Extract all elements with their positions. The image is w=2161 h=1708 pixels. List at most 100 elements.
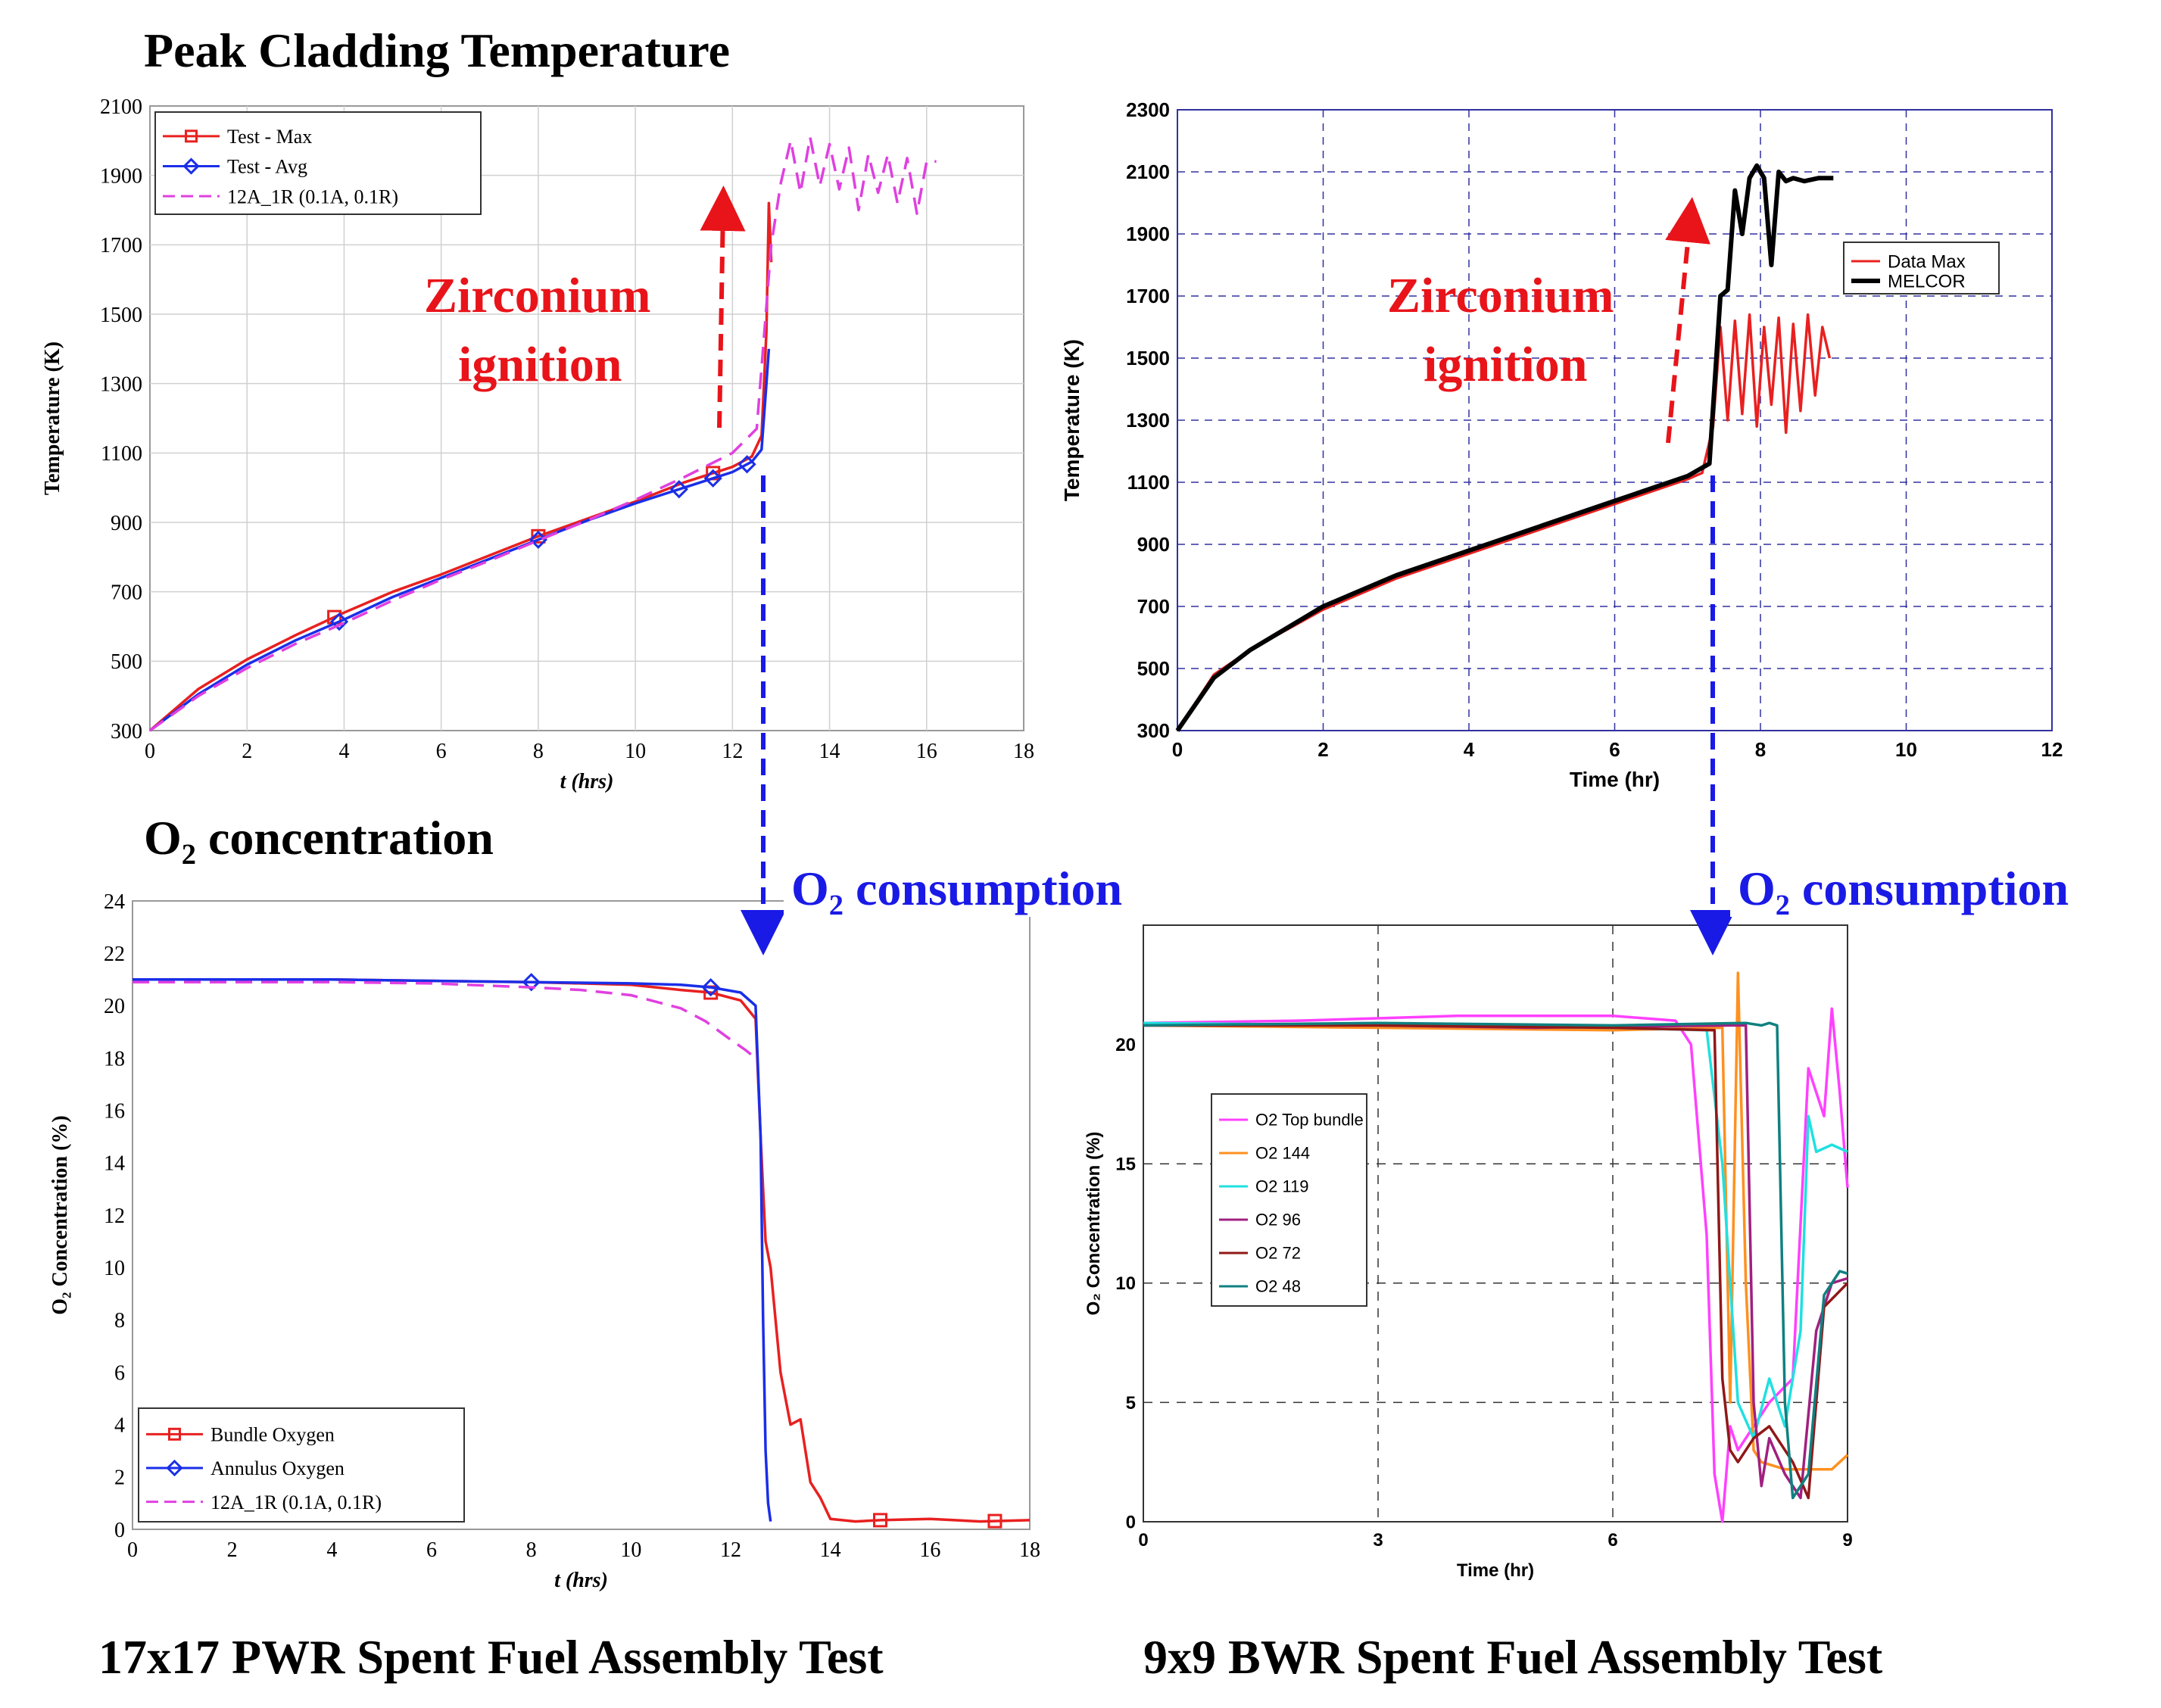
x-tick-label: 4 <box>1464 738 1475 761</box>
consumption-label-bg-left <box>784 859 1200 917</box>
x-tick-label: 4 <box>326 1538 337 1562</box>
caption-bwr: 9x9 BWR Spent Fuel Assembly Test <box>1143 1630 1883 1684</box>
caption-pwr: 17x17 PWR Spent Fuel Assembly Test <box>98 1630 884 1684</box>
series-line-1 <box>133 978 1031 1523</box>
consumption-label-bg-right <box>1730 859 2154 917</box>
x-axis-label: Time (hr) <box>1457 1560 1534 1581</box>
legend-label: Data Max <box>1888 251 1966 272</box>
y-tick-label: 700 <box>1137 595 1170 618</box>
ignition-arrow-left <box>700 185 746 429</box>
y-tick-label: 1700 <box>100 234 142 257</box>
y-tick-label: 900 <box>111 512 142 535</box>
x-axis-label: t (hrs) <box>554 1569 608 1592</box>
y-axis-label: Temperature (K) <box>41 341 64 495</box>
y-tick-label: 0 <box>1126 1512 1136 1532</box>
x-tick-label: 6 <box>1607 1530 1617 1551</box>
series-line-3 <box>133 980 756 1059</box>
y-tick-label: 2100 <box>1126 161 1170 183</box>
y-tick-label: 4 <box>114 1413 125 1437</box>
y-tick-label: 500 <box>111 650 142 674</box>
x-tick-label: 2 <box>227 1538 238 1562</box>
series-line-2 <box>148 348 771 732</box>
series-line-1 <box>1143 1007 1849 1523</box>
y-tick-label: 12 <box>104 1205 125 1228</box>
legend-label: O2 Top bundle <box>1255 1111 1364 1130</box>
series-line-1 <box>1176 313 1832 731</box>
series-marker <box>701 978 720 997</box>
series-line-3 <box>148 136 937 732</box>
ignition-annotation-left: Zirconium ignition <box>424 185 746 429</box>
y-axis-label: Temperature (K) <box>1060 339 1084 501</box>
chart-pwr-temperature: 0 2 4 6 8 10 12 14 16 18 300 500 700 900 1100 1300 1500 1… <box>41 95 1034 793</box>
x-tick-label: 4 <box>338 740 349 763</box>
series-line-2 <box>133 978 772 1522</box>
x-tick-label: 8 <box>533 740 544 763</box>
series-marker <box>737 455 756 474</box>
y-tick-label: 5 <box>1126 1393 1136 1413</box>
y-tick-label: 2 <box>114 1466 125 1490</box>
legend-label: Test - Max <box>227 126 312 148</box>
series-marker <box>873 1513 887 1528</box>
legend-box <box>1211 1093 1367 1307</box>
legend-label: O2 72 <box>1255 1244 1301 1263</box>
y-tick-label: 1300 <box>100 372 142 396</box>
legend-label: 12A_1R (0.1A, 0.1R) <box>210 1491 382 1513</box>
x-tick-label: 10 <box>625 740 646 763</box>
x-tick-label: 6 <box>426 1538 437 1562</box>
y-tick-label: 0 <box>114 1519 125 1542</box>
y-tick-label: 2100 <box>100 95 142 119</box>
x-tick-label: 2 <box>242 740 252 763</box>
legend-marker <box>182 157 200 175</box>
x-tick-label: 0 <box>127 1538 138 1562</box>
x-tick-label: 14 <box>819 740 840 763</box>
x-tick-label: 8 <box>1755 738 1766 761</box>
y-tick-label: 8 <box>114 1309 125 1332</box>
y-tick-label: 1500 <box>1126 347 1170 369</box>
legend-label: Test - Avg <box>227 156 307 178</box>
legend-label: O2 96 <box>1255 1211 1301 1230</box>
x-axis-label: t (hrs) <box>560 770 614 793</box>
x-tick-label: 0 <box>1138 1530 1148 1551</box>
y-axis-label: O₂ Concentration (%) <box>48 1115 72 1314</box>
legend-label: Bundle Oxygen <box>210 1423 335 1445</box>
y-tick-label: 1900 <box>100 164 142 188</box>
x-tick-label: 9 <box>1842 1530 1852 1551</box>
y-tick-label: 2300 <box>1126 98 1170 121</box>
consumption-annotation-left: O₂ consumption <box>741 475 1200 955</box>
x-tick-label: 12 <box>720 1538 741 1562</box>
consumption-annotation-right: O₂ consumption <box>1690 475 2154 955</box>
y-tick-label: 1900 <box>1126 223 1170 245</box>
x-tick-label: 10 <box>1895 738 1917 761</box>
x-tick-label: 6 <box>436 740 447 763</box>
x-tick-label: 6 <box>1609 738 1620 761</box>
consumption-label-left: O₂ consumption <box>791 862 1122 915</box>
legend-marker <box>185 129 198 143</box>
series-marker <box>669 480 688 499</box>
y-tick-label: 700 <box>111 581 142 604</box>
y-tick-label: 10 <box>104 1257 125 1280</box>
x-tick-label: 10 <box>620 1538 641 1562</box>
x-tick-label: 3 <box>1373 1530 1383 1551</box>
series-line-5 <box>1143 1024 1849 1500</box>
series-line-2 <box>1175 163 1834 732</box>
y-tick-label: 10 <box>1115 1273 1136 1294</box>
series-marker <box>703 469 722 488</box>
y-tick-label: 1700 <box>1126 285 1170 307</box>
x-tick-label: 8 <box>526 1538 537 1562</box>
y-tick-label: 14 <box>104 1152 125 1176</box>
y-tick-label: 20 <box>104 995 125 1018</box>
y-tick-label: 1500 <box>100 304 142 327</box>
legend-marker <box>168 1427 181 1441</box>
legend-label: O2 119 <box>1255 1177 1309 1196</box>
series-marker <box>522 973 541 992</box>
x-tick-label: 16 <box>916 740 937 763</box>
x-tick-label: 18 <box>1013 740 1034 763</box>
ignition-label-line2: ignition <box>458 337 622 392</box>
y-tick-label: 22 <box>104 943 125 966</box>
series-line-6 <box>1143 1021 1848 1500</box>
ignition-label-line1: Zirconium <box>424 268 650 323</box>
chart-bwr-o2: 0 3 6 9 0 5 10 15 20 Time (hr) O₂ Concentration (%… <box>1084 924 1853 1581</box>
y-tick-label: 1100 <box>101 442 142 466</box>
y-tick-label: 900 <box>1137 533 1170 556</box>
